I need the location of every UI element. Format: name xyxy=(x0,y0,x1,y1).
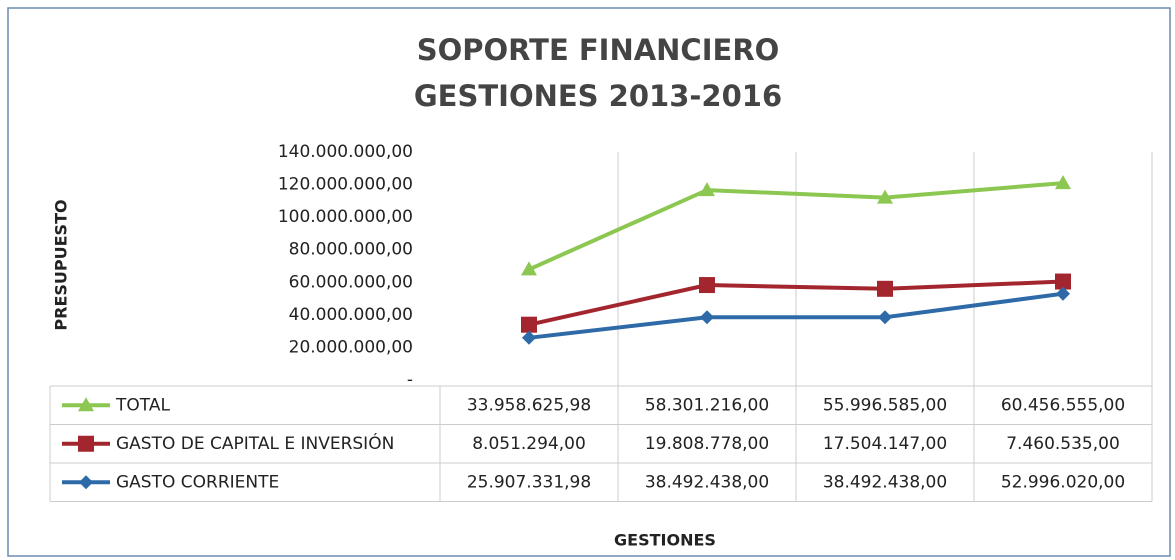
marker xyxy=(700,310,714,325)
marker xyxy=(878,310,892,325)
marker xyxy=(78,435,94,452)
marker xyxy=(699,277,715,294)
table-value: 25.907.331,98 xyxy=(467,472,591,492)
marker xyxy=(521,261,537,276)
marker xyxy=(1055,273,1071,290)
table-value: 7.460.535,00 xyxy=(1006,434,1120,454)
series-line xyxy=(528,291,1064,340)
y-tick-label: 80.000.000,00 xyxy=(289,240,413,260)
marker xyxy=(699,182,715,197)
y-tick-label: - xyxy=(407,370,413,390)
frame xyxy=(7,7,1171,557)
table-value: 55.996.585,00 xyxy=(823,395,947,415)
table-value: 17.504.147,00 xyxy=(823,434,947,454)
legend-label: GASTO CORRIENTE xyxy=(116,472,279,492)
marker xyxy=(522,330,536,345)
marker xyxy=(1056,286,1070,301)
y-tick-label: 120.000.000,00 xyxy=(278,175,413,195)
series-line xyxy=(528,279,1064,327)
chart-title: GESTIONES 2013-2016 xyxy=(414,79,782,113)
marker xyxy=(877,280,893,297)
y-axis-label: PRESUPUESTO xyxy=(52,199,71,330)
table-value: 60.456.555,00 xyxy=(1001,395,1125,415)
table-value: 33.958.625,98 xyxy=(467,395,591,415)
y-tick-label: 60.000.000,00 xyxy=(289,272,413,292)
table-value: 58.301.216,00 xyxy=(645,395,769,415)
y-tick-label: 20.000.000,00 xyxy=(289,337,413,357)
chart-title: SOPORTE FINANCIERO xyxy=(417,33,780,67)
marker xyxy=(79,475,93,490)
marker xyxy=(521,316,537,333)
table-value: 38.492.438,00 xyxy=(645,472,769,492)
y-tick-label: 40.000.000,00 xyxy=(289,305,413,325)
marker xyxy=(877,189,893,204)
series-line xyxy=(528,181,1064,272)
x-axis-label: GESTIONES xyxy=(614,531,716,550)
table-value: 8.051.294,00 xyxy=(472,434,586,454)
table-value: 19.808.778,00 xyxy=(645,434,769,454)
marker xyxy=(78,397,94,412)
table-value: 38.492.438,00 xyxy=(823,472,947,492)
legend-label: GASTO DE CAPITAL E INVERSIÓN xyxy=(116,432,394,454)
y-tick-label: 100.000.000,00 xyxy=(278,207,413,227)
legend-label: TOTAL xyxy=(115,395,170,415)
table-value: 52.996.020,00 xyxy=(1001,472,1125,492)
y-tick-label: 140.000.000,00 xyxy=(278,142,413,162)
marker xyxy=(1055,175,1071,190)
